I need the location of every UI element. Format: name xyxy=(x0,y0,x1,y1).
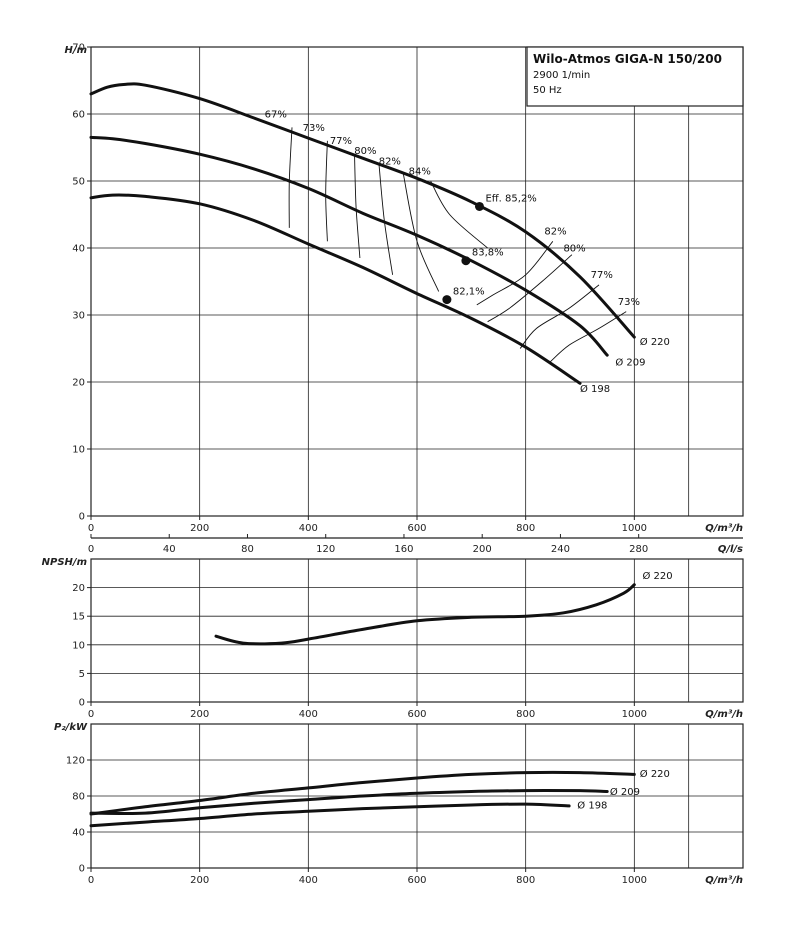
secondary-tick-label: 200 xyxy=(473,544,492,555)
y-axis-label: H/m xyxy=(65,45,87,56)
series-line xyxy=(89,135,609,357)
curve-end-label: Ø 209 xyxy=(610,786,640,798)
y-tick-label: 30 xyxy=(72,311,85,322)
efficiency-line xyxy=(487,254,573,323)
x-axis-label: Q/m³/h xyxy=(705,523,743,534)
secondary-tick-label: 0 xyxy=(88,544,94,555)
secondary-tick-label: 40 xyxy=(163,544,176,555)
y-tick-label: 70 xyxy=(72,43,85,54)
power-chart: 0 200 400 600 800 1000 0 40 80 120 P₂/kW Q/m³/h Ø 22… xyxy=(54,722,744,886)
x-tick-label: 1000 xyxy=(622,875,647,886)
y-tick-label: 120 xyxy=(66,756,85,767)
speed-label: 2900 1/min xyxy=(533,70,590,81)
x-tick-label: 1000 xyxy=(622,709,647,720)
y-tick-label: 50 xyxy=(72,177,85,188)
series-line xyxy=(89,789,609,815)
curve-end-label: Ø 220 xyxy=(640,336,670,348)
x-tick-label: 800 xyxy=(516,875,535,886)
efficiency-label: 84% xyxy=(409,166,431,177)
x-axis-label: Q/m³/h xyxy=(705,709,743,720)
curve-end-label: Ø 220 xyxy=(640,768,670,780)
head-chart: 0 200 400 600 800 1000 0 10 20 30 40 50 60 70H/m Q/m³/… xyxy=(65,43,744,534)
npsh-chart: 0 200 400 600 800 1000 0 5 10 15 20 NPSH/m Q/m³/h Ø 2… xyxy=(42,557,744,720)
efficiency-label: 77% xyxy=(330,136,352,147)
secondary-axis-label: Q/l/s xyxy=(718,544,743,555)
y-tick-label: 0 xyxy=(79,864,85,875)
y-tick-label: 40 xyxy=(72,244,85,255)
chart-title: Wilo-Atmos GIGA-N 150/200 xyxy=(533,52,722,66)
y-tick-label: 40 xyxy=(72,828,85,839)
y-tick-label: 15 xyxy=(72,612,85,623)
y-tick-label: 0 xyxy=(79,698,85,709)
curve-end-label: Ø 220 xyxy=(642,570,672,582)
series-line xyxy=(89,770,636,816)
efficiency-line xyxy=(476,241,554,306)
y-axis-label: P₂/kW xyxy=(54,722,88,733)
best-efficiency-point xyxy=(474,201,484,211)
curve-end-label: Ø 198 xyxy=(577,800,607,812)
x-tick-label: 600 xyxy=(407,875,426,886)
y-tick-label: 0 xyxy=(79,512,85,523)
efficiency-line xyxy=(430,180,488,249)
y-tick-label: 5 xyxy=(79,669,85,680)
efficiency-line xyxy=(402,174,440,292)
efficiency-line xyxy=(288,127,293,228)
x-tick-label: 400 xyxy=(299,523,318,534)
y-tick-label: 20 xyxy=(72,583,85,594)
x-tick-label: 1000 xyxy=(622,523,647,534)
y-tick-label: 80 xyxy=(72,792,85,803)
efficiency-label: 82% xyxy=(544,227,566,238)
series-line xyxy=(89,82,636,339)
efficiency-label: 67% xyxy=(265,109,287,120)
efficiency-label: 73% xyxy=(303,123,325,134)
efficiency-line xyxy=(325,140,328,242)
efficiency-line xyxy=(549,311,627,363)
secondary-tick-label: 280 xyxy=(629,544,648,555)
x-tick-label: 600 xyxy=(407,523,426,534)
frequency-label: 50 Hz xyxy=(533,85,562,96)
best-efficiency-point xyxy=(461,256,471,266)
x-axis-label: Q/m³/h xyxy=(705,875,743,886)
curve-end-label: Ø 209 xyxy=(615,356,645,368)
y-axis-label: NPSH/m xyxy=(42,557,87,568)
x-tick-label: 400 xyxy=(299,709,318,720)
best-efficiency-point xyxy=(442,295,452,305)
secondary-tick-label: 160 xyxy=(394,544,413,555)
series-line xyxy=(89,193,582,385)
y-tick-label: 60 xyxy=(72,110,85,121)
best-efficiency-label: Eff. 85,2% xyxy=(485,193,536,204)
efficiency-label: 82% xyxy=(379,156,401,167)
best-efficiency-label: 83,8% xyxy=(472,248,504,259)
series-line xyxy=(214,583,636,646)
x-tick-label: 200 xyxy=(190,875,209,886)
x-tick-label: 0 xyxy=(88,875,94,886)
efficiency-label: 80% xyxy=(354,146,376,157)
secondary-tick-label: 120 xyxy=(316,544,335,555)
secondary-flow-axis: 0 40 80 120 160 200 240 280 Q/l/s xyxy=(88,534,743,555)
series-line xyxy=(89,802,571,828)
efficiency-line xyxy=(354,154,361,259)
x-tick-label: 200 xyxy=(190,523,209,534)
title-box: Wilo-Atmos GIGA-N 150/200 2900 1/min 50 … xyxy=(526,46,744,107)
x-tick-label: 800 xyxy=(516,709,535,720)
x-tick-label: 0 xyxy=(88,709,94,720)
secondary-tick-label: 80 xyxy=(241,544,254,555)
x-tick-label: 800 xyxy=(516,523,535,534)
best-efficiency-label: 82,1% xyxy=(453,287,485,298)
x-tick-label: 200 xyxy=(190,709,209,720)
efficiency-line xyxy=(519,284,600,349)
y-tick-label: 20 xyxy=(72,378,85,389)
x-tick-label: 400 xyxy=(299,875,318,886)
efficiency-label: 77% xyxy=(591,270,613,281)
efficiency-label: 73% xyxy=(618,297,640,308)
curve-end-label: Ø 198 xyxy=(580,383,610,395)
x-tick-label: 600 xyxy=(407,709,426,720)
y-tick-label: 10 xyxy=(72,445,85,456)
y-tick-label: 10 xyxy=(72,640,85,651)
efficiency-label: 80% xyxy=(563,243,585,254)
x-tick-label: 0 xyxy=(88,523,94,534)
secondary-tick-label: 240 xyxy=(551,544,570,555)
